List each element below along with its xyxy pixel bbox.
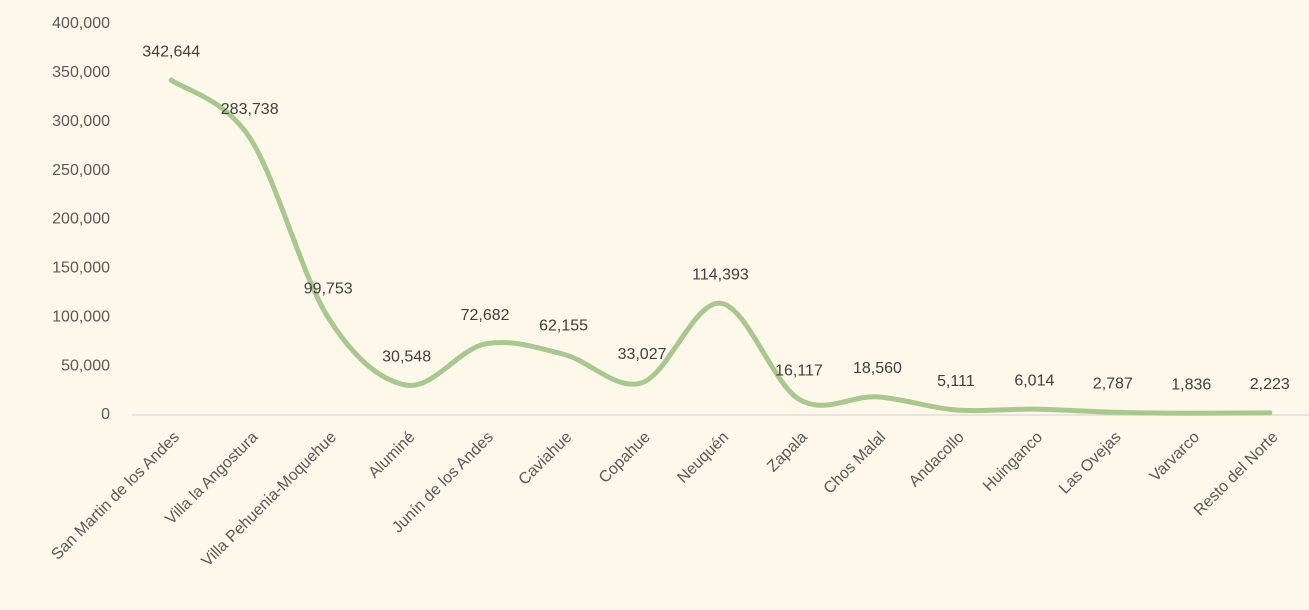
y-tick-label: 100,000 bbox=[52, 308, 110, 325]
x-tick-label: San Martin de los Andes bbox=[48, 429, 183, 564]
x-tick-label: Resto del Norte bbox=[1191, 429, 1282, 520]
x-tick-label: Chos Malal bbox=[821, 429, 890, 498]
data-label: 342,644 bbox=[142, 43, 200, 60]
y-tick-label: 400,000 bbox=[52, 15, 110, 32]
x-tick-label: Las Ovejas bbox=[1056, 429, 1125, 498]
x-tick-label: Villa Pehuenia-Moquehue bbox=[199, 429, 340, 570]
y-tick-label: 0 bbox=[101, 406, 110, 423]
y-tick-label: 300,000 bbox=[52, 113, 110, 130]
x-tick-label: Varvarco bbox=[1147, 429, 1204, 486]
data-label: 5,111 bbox=[937, 373, 975, 390]
x-tick-label: Huinganco bbox=[980, 429, 1046, 495]
data-label: 33,027 bbox=[618, 346, 667, 363]
y-tick-label: 200,000 bbox=[52, 211, 110, 228]
x-tick-label: Aluminé bbox=[366, 429, 419, 482]
data-label: 16,117 bbox=[775, 362, 823, 379]
x-tick-label: Caviahue bbox=[516, 429, 576, 489]
data-label: 99,753 bbox=[304, 281, 353, 298]
line bbox=[168, 77, 1273, 416]
data-label: 283,738 bbox=[221, 101, 279, 118]
data-label: 2,787 bbox=[1093, 375, 1133, 392]
y-tick-label: 350,000 bbox=[52, 64, 110, 81]
y-tick-label: 250,000 bbox=[52, 162, 110, 179]
x-tick-label: Andacollo bbox=[906, 429, 968, 491]
x-tick-label: Neuquén bbox=[674, 429, 732, 487]
x-tick-label: Copahue bbox=[596, 429, 654, 487]
data-label: 114,393 bbox=[692, 266, 749, 283]
y-tick-label: 50,000 bbox=[61, 357, 110, 374]
data-label: 30,548 bbox=[382, 348, 431, 365]
data-label: 72,682 bbox=[461, 307, 510, 324]
data-label: 62,155 bbox=[539, 317, 588, 334]
data-label: 1,836 bbox=[1171, 376, 1211, 393]
data-label: 6,014 bbox=[1014, 372, 1054, 389]
y-tick-label: 150,000 bbox=[52, 260, 110, 277]
data-label: 2,223 bbox=[1250, 376, 1290, 393]
x-tick-label: Zapala bbox=[764, 429, 811, 476]
data-label: 18,560 bbox=[853, 360, 902, 377]
